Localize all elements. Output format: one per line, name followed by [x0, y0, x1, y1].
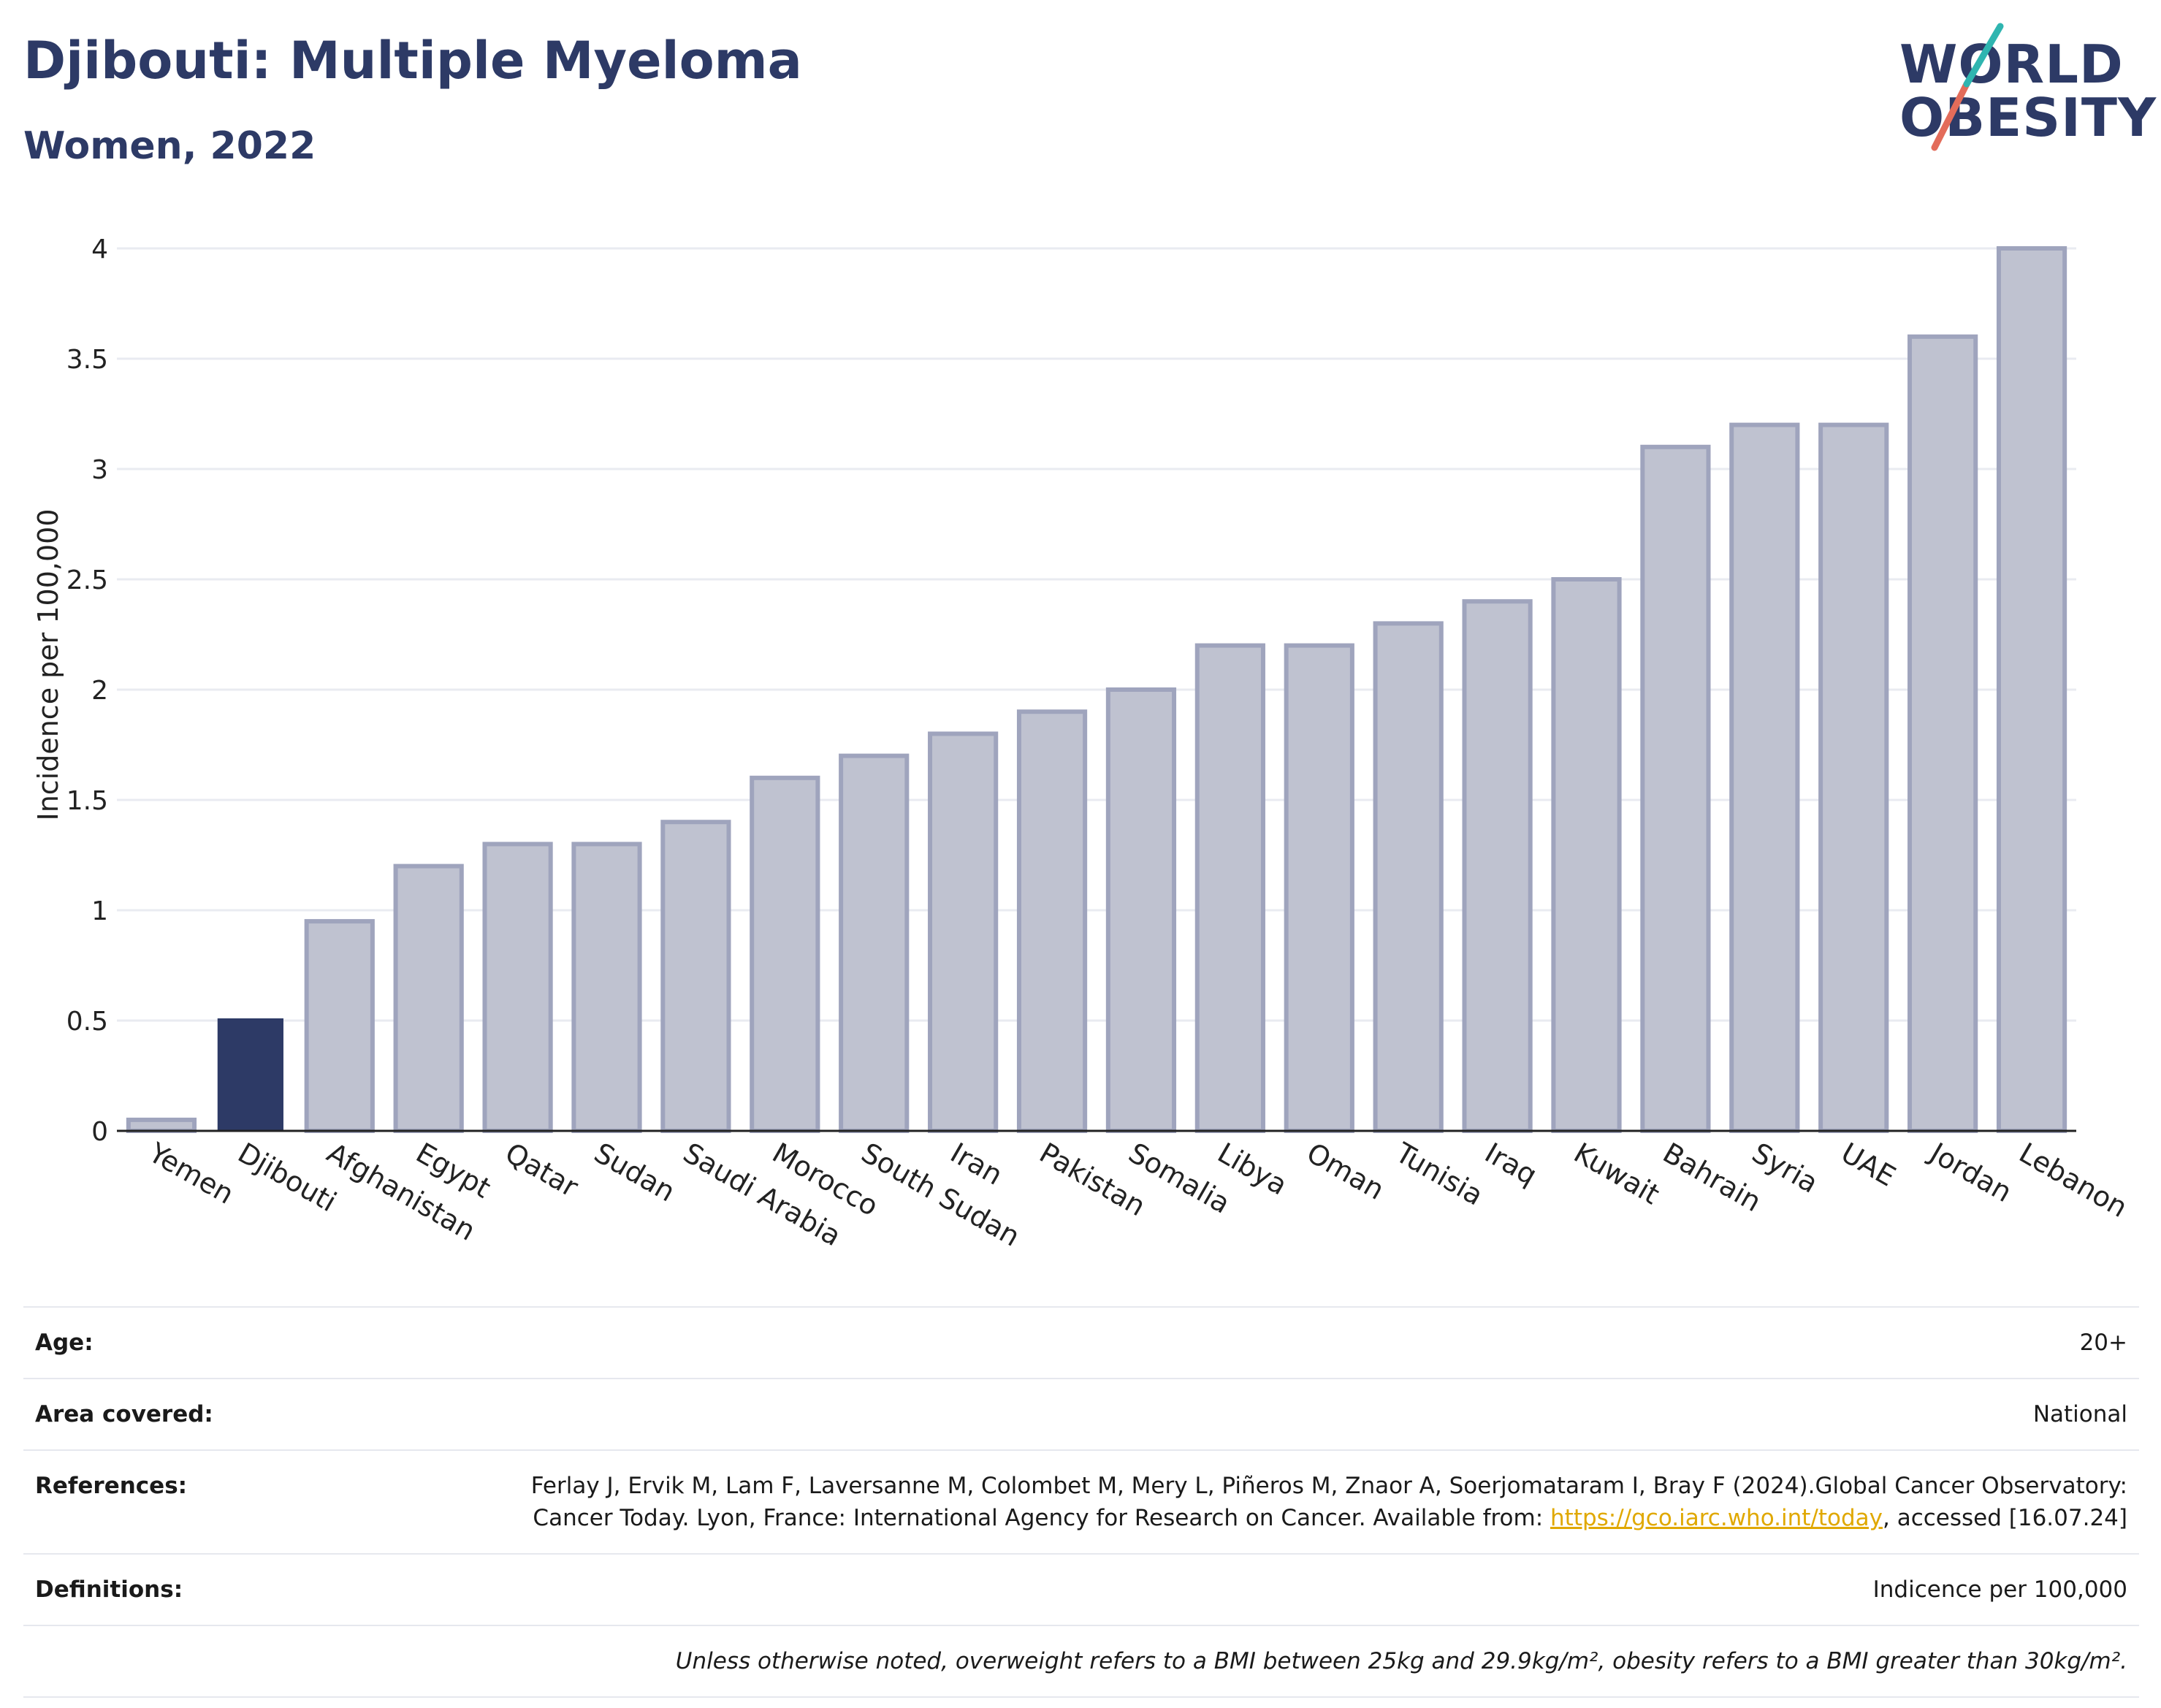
chart-subtitle: Women, 2022 — [23, 124, 316, 168]
info-row-age: Age: 20+ — [23, 1306, 2139, 1378]
definitions-value: Indicence per 100,000 — [1872, 1577, 2127, 1603]
bar-yemen[interactable] — [126, 1117, 197, 1134]
x-tick-label: Oman — [1301, 1137, 1390, 1206]
x-tick-label: Iraq — [1479, 1137, 1542, 1192]
bar-bahrain[interactable] — [1640, 444, 1711, 1133]
bar-sudan[interactable] — [571, 842, 642, 1134]
bar-qatar[interactable] — [482, 842, 553, 1134]
bar-libya[interactable] — [1194, 643, 1265, 1133]
references-text: Ferlay J, Ervik M, Lam F, Laversanne M, … — [530, 1473, 2127, 1531]
x-tick-label: Bahrain — [1658, 1137, 1766, 1219]
logo-text-world: WORLD — [1899, 34, 2124, 95]
bar-uae[interactable] — [1818, 422, 1889, 1133]
y-axis-ticks: 0 0.5 1 1.5 2 2.5 3 3.5 4 — [66, 235, 108, 1147]
x-tick-label: Iran — [945, 1137, 1008, 1192]
bar-morocco[interactable] — [750, 775, 820, 1134]
age-value: 20+ — [2079, 1330, 2127, 1356]
info-row-definitions: Definitions: Indicence per 100,000 — [23, 1553, 2139, 1625]
x-tick-label: Jordan — [1924, 1136, 2017, 1209]
bar-jordan[interactable] — [1907, 334, 1978, 1133]
bar-pakistan[interactable] — [1016, 709, 1088, 1133]
bmi-note: Unless otherwise noted, overweight refer… — [675, 1648, 2127, 1674]
world-obesity-logo: WORLD OBESITY — [1899, 22, 2156, 153]
bar-djibouti[interactable] — [217, 1018, 283, 1131]
x-tick-label: Tunisia — [1390, 1136, 1488, 1212]
bar-egypt[interactable] — [393, 863, 464, 1133]
x-tick-label: UAE — [1836, 1137, 1901, 1193]
references-label: References: — [35, 1473, 188, 1499]
bar-somalia[interactable] — [1105, 687, 1177, 1133]
bar-iraq[interactable] — [1462, 599, 1533, 1133]
y-tick-label: 0.5 — [66, 1007, 108, 1037]
info-row-note: Unless otherwise noted, overweight refer… — [23, 1625, 2139, 1698]
area-label: Area covered: — [35, 1401, 213, 1427]
y-tick-label: 4 — [91, 235, 108, 264]
y-axis-label: Incidence per 100,000 — [32, 508, 64, 821]
bar-kuwait[interactable] — [1551, 577, 1622, 1133]
y-tick-label: 0 — [91, 1117, 108, 1147]
references-link[interactable]: https://gco.iarc.who.int/today — [1550, 1505, 1883, 1531]
info-row-area: Area covered: National — [23, 1378, 2139, 1449]
area-value: National — [2032, 1401, 2127, 1427]
references-accessed: , accessed [16.07.24] — [1882, 1505, 2127, 1531]
x-tick-label: Qatar — [500, 1137, 584, 1204]
y-tick-label: 3 — [91, 455, 108, 485]
age-label: Age: — [35, 1330, 94, 1356]
x-tick-label: Afghanistan — [321, 1137, 481, 1247]
bar-lebanon[interactable] — [1996, 246, 2067, 1133]
references-value: Ferlay J, Ervik M, Lam F, Laversanne M, … — [473, 1470, 2127, 1534]
bar-syria[interactable] — [1729, 422, 1800, 1133]
x-tick-label: Djibouti — [232, 1137, 342, 1219]
y-tick-label: 2.5 — [66, 565, 108, 595]
bar-iran[interactable] — [928, 731, 999, 1133]
y-tick-label: 1 — [91, 896, 108, 926]
bar-south-sudan[interactable] — [839, 753, 910, 1133]
logo-slash-icon — [1931, 23, 2004, 151]
bar-saudi-arabia[interactable] — [660, 820, 731, 1133]
bar-oman[interactable] — [1284, 643, 1354, 1133]
x-tick-label: Kuwait — [1569, 1137, 1665, 1211]
definitions-label: Definitions: — [35, 1577, 183, 1603]
chart-title: Djibouti: Multiple Myeloma — [23, 31, 802, 91]
bars — [126, 246, 2067, 1134]
bar-tunisia[interactable] — [1373, 621, 1444, 1133]
info-row-references: References: Ferlay J, Ervik M, Lam F, La… — [23, 1449, 2139, 1553]
x-tick-label: Yemen — [143, 1136, 240, 1211]
y-tick-label: 1.5 — [66, 786, 108, 816]
bar-afghanistan[interactable] — [304, 919, 375, 1133]
y-tick-label: 3.5 — [66, 345, 108, 375]
bar-chart: 0 0.5 1 1.5 2 2.5 3 3.5 4 YemenDjiboutiAfghanist… — [66, 235, 2133, 1253]
x-tick-label: Lebanon — [2014, 1137, 2133, 1224]
y-tick-label: 2 — [91, 676, 108, 706]
info-table: Age: 20+ Area covered: National Referenc… — [23, 1306, 2139, 1698]
x-tick-label: Sudan — [589, 1137, 681, 1208]
